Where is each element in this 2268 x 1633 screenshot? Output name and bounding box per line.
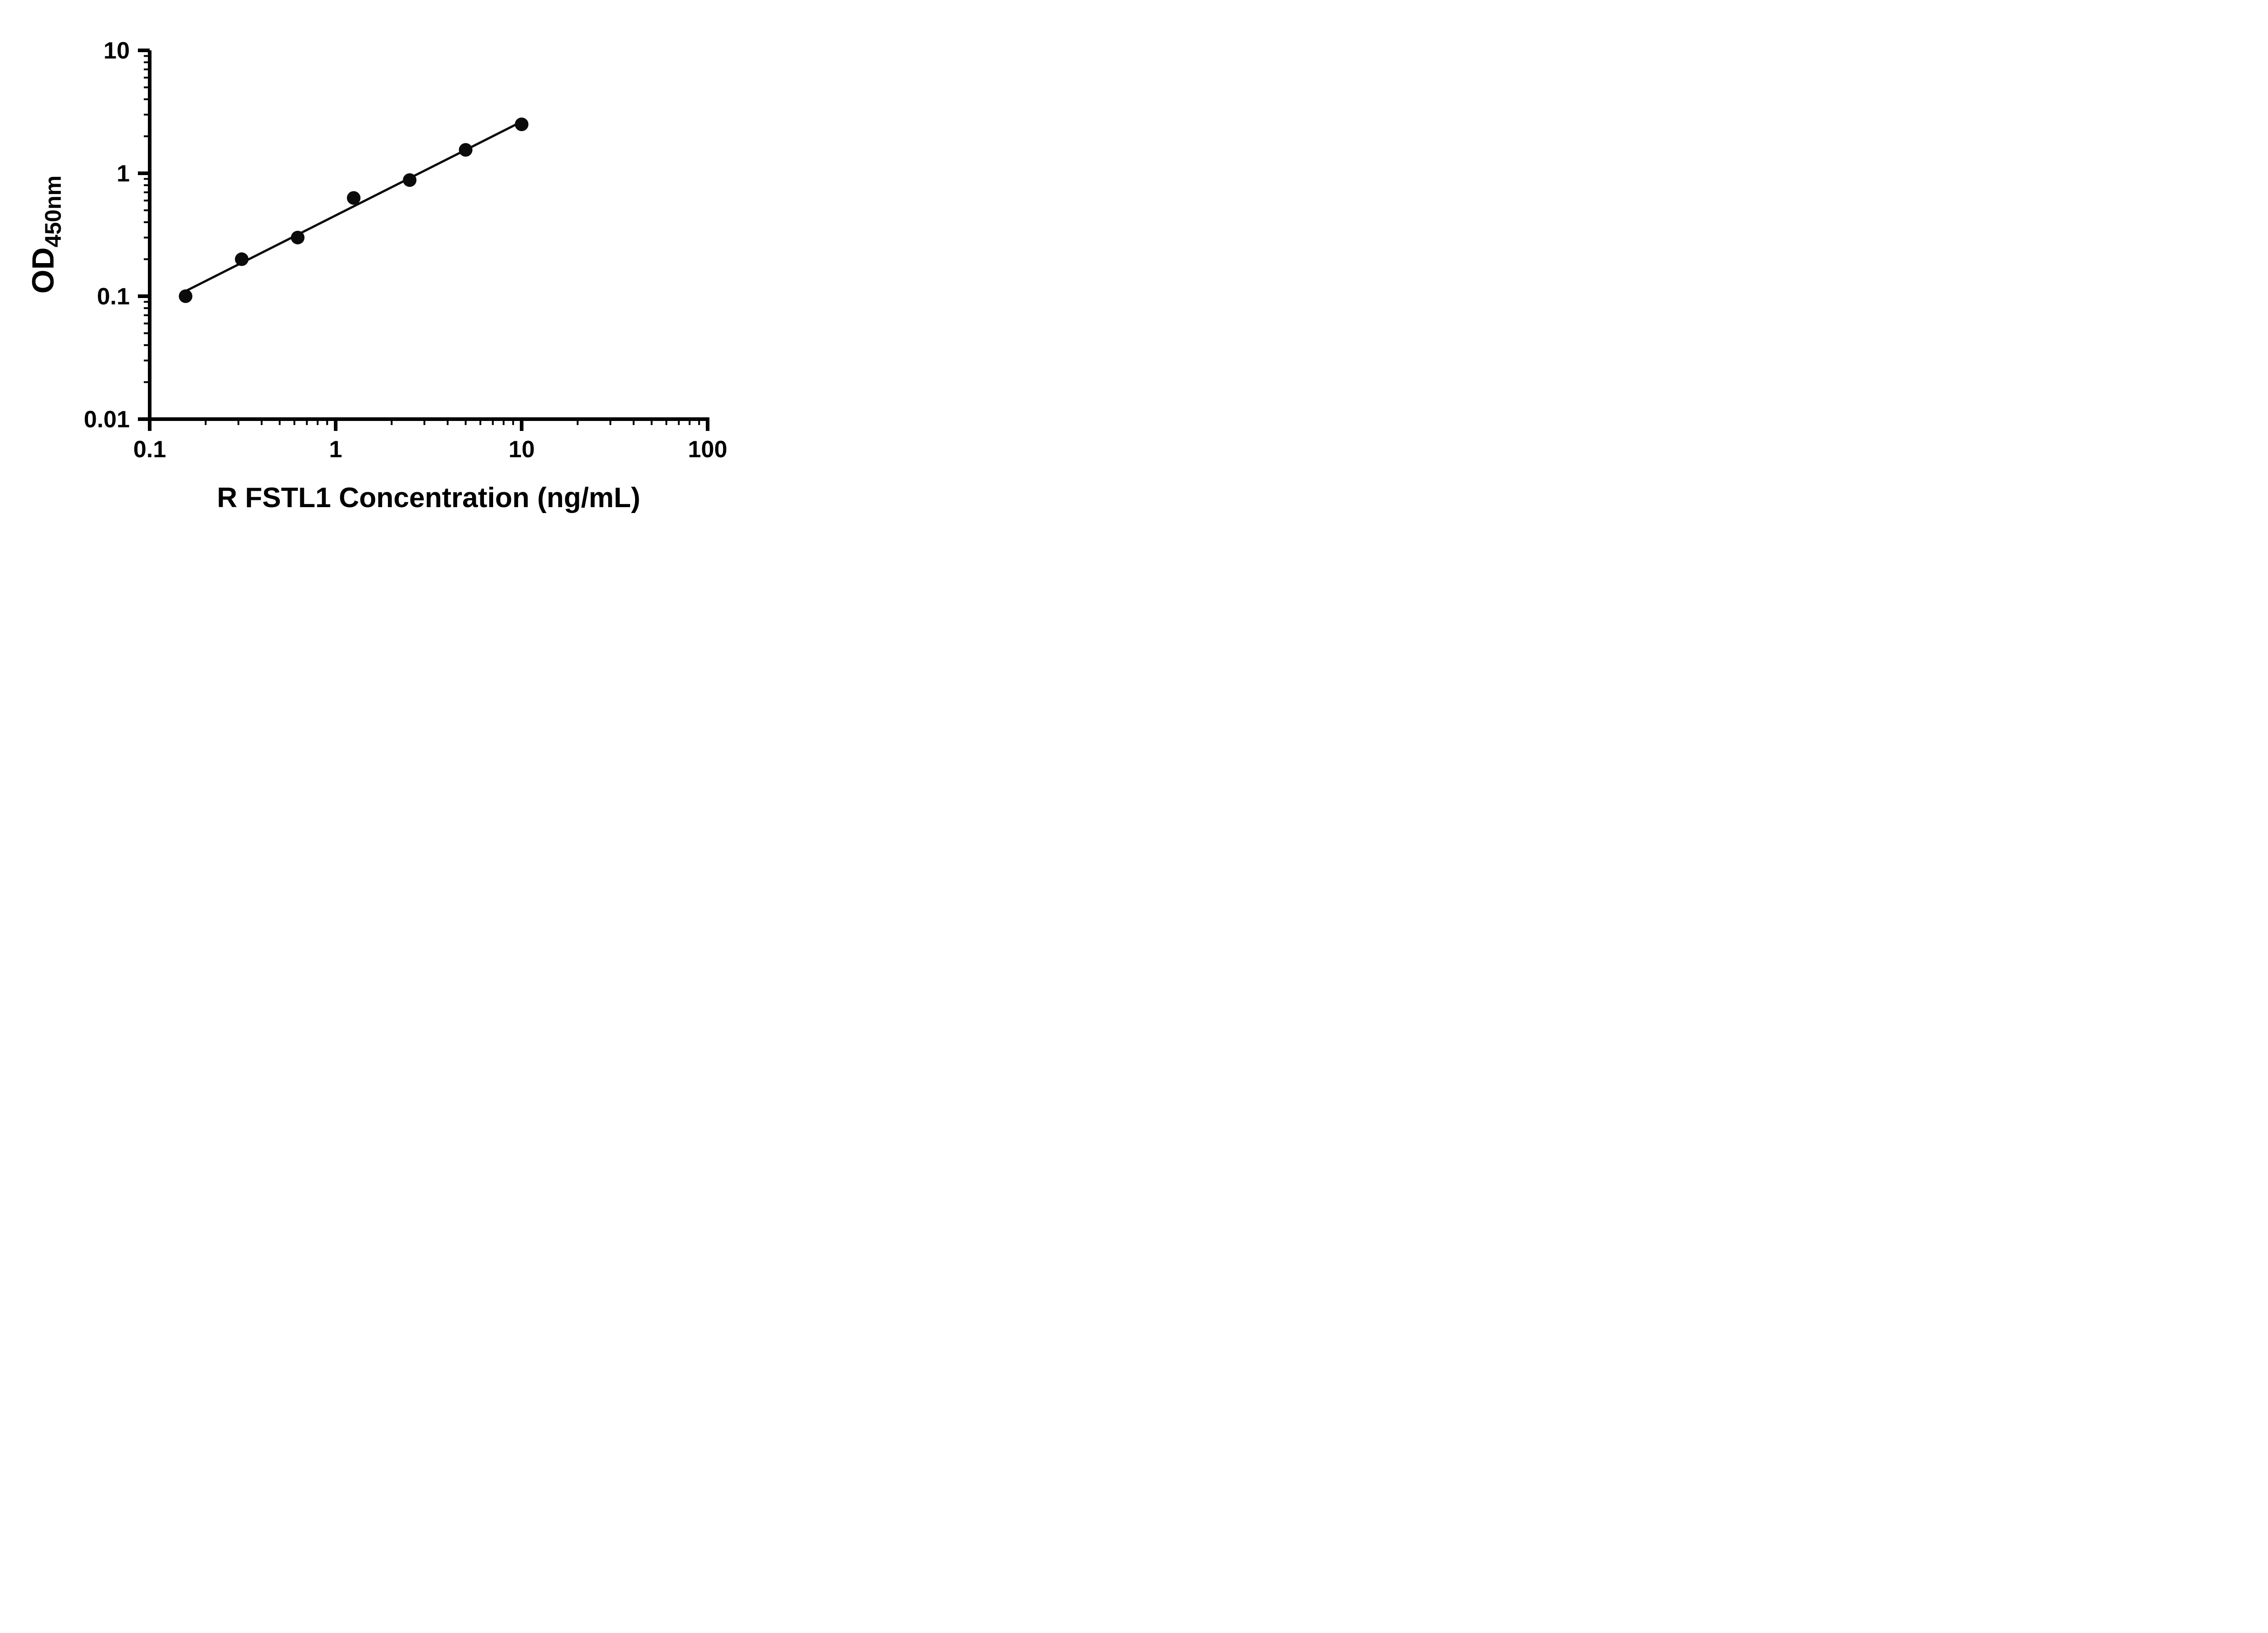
axis-spine	[148, 50, 709, 421]
y-axis-title-sub: 450nm	[40, 176, 66, 247]
major-ticks-layer	[138, 49, 709, 431]
minor-ticks-layer	[144, 55, 700, 425]
x-tick-label: 0.1	[133, 436, 166, 463]
y-tick-label: 0.01	[84, 406, 130, 433]
y-axis-title: OD450nm	[26, 176, 66, 293]
elisa-standard-curve-figure: 0.1 1 10 100 0.01 0.1 1 10 R FSTL1 Concentratio…	[0, 0, 777, 544]
data-point	[291, 230, 305, 244]
x-tick-label: 100	[688, 436, 728, 463]
x-axis-title: R FSTL1 Concentration (ng/mL)	[217, 482, 640, 513]
x-tick-label: 10	[508, 436, 535, 463]
y-axis-title-main: OD	[26, 247, 60, 293]
y-tick-label: 1	[117, 161, 130, 187]
data-point	[235, 252, 249, 266]
data-point	[403, 173, 417, 187]
series-layer	[179, 117, 528, 303]
data-point	[347, 191, 361, 205]
y-tick-label: 0.1	[97, 284, 130, 310]
data-point	[179, 289, 193, 303]
x-tick-label: 1	[329, 436, 342, 463]
y-tick-label: 10	[103, 38, 130, 64]
data-point	[459, 143, 473, 157]
data-point	[515, 117, 528, 132]
